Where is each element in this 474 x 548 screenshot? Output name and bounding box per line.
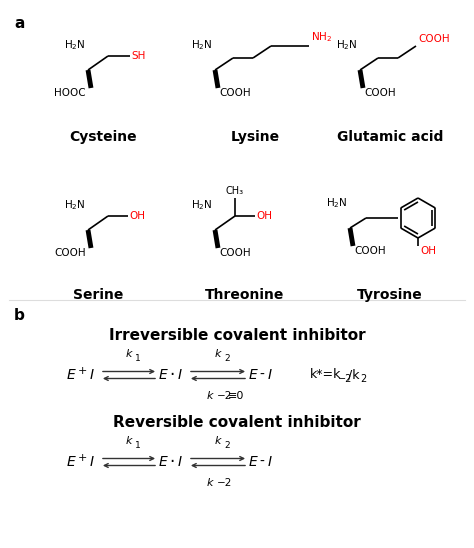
Text: +: + xyxy=(77,366,87,376)
Text: $\mathregular{H_2N}$: $\mathregular{H_2N}$ xyxy=(64,38,86,52)
Text: COOH: COOH xyxy=(354,246,386,256)
Text: CH₃: CH₃ xyxy=(226,186,244,196)
Text: -: - xyxy=(260,368,264,382)
Text: −2: −2 xyxy=(217,478,232,488)
Text: ·: · xyxy=(169,453,174,471)
Text: k*=k: k*=k xyxy=(310,368,341,381)
Text: k: k xyxy=(126,349,132,359)
Text: $\mathregular{H_2N}$: $\mathregular{H_2N}$ xyxy=(191,38,213,52)
Text: I: I xyxy=(268,455,272,469)
Text: Tyrosine: Tyrosine xyxy=(357,288,423,302)
Text: E: E xyxy=(66,455,75,469)
Text: a: a xyxy=(14,16,24,31)
Text: ·: · xyxy=(169,366,174,384)
Text: -: - xyxy=(260,455,264,469)
Text: I: I xyxy=(268,368,272,382)
Text: COOH: COOH xyxy=(418,34,450,44)
Text: I: I xyxy=(90,368,94,382)
Text: I: I xyxy=(90,455,94,469)
Text: I: I xyxy=(178,455,182,469)
Text: 2: 2 xyxy=(224,441,229,450)
Text: 1: 1 xyxy=(135,441,141,450)
Text: Reversible covalent inhibitor: Reversible covalent inhibitor xyxy=(113,415,361,430)
Text: $\mathregular{H_2N}$: $\mathregular{H_2N}$ xyxy=(64,198,86,212)
Text: 2: 2 xyxy=(224,354,229,363)
Text: OH: OH xyxy=(420,246,436,256)
Text: Cysteine: Cysteine xyxy=(69,130,137,144)
Text: COOH: COOH xyxy=(219,248,251,258)
Text: E: E xyxy=(158,368,167,382)
Text: k: k xyxy=(207,478,213,488)
Text: ≡0: ≡0 xyxy=(228,391,245,401)
Text: OH: OH xyxy=(129,211,145,221)
Text: 2: 2 xyxy=(360,374,366,384)
Text: Threonine: Threonine xyxy=(205,288,285,302)
Text: −2: −2 xyxy=(338,374,352,384)
Text: E: E xyxy=(66,368,75,382)
Text: k: k xyxy=(215,436,221,446)
Text: Glutamic acid: Glutamic acid xyxy=(337,130,443,144)
Text: $\mathregular{H_2N}$: $\mathregular{H_2N}$ xyxy=(327,196,348,210)
Text: Serine: Serine xyxy=(73,288,123,302)
Text: Irreversible covalent inhibitor: Irreversible covalent inhibitor xyxy=(109,328,365,343)
Text: k: k xyxy=(207,391,213,401)
Text: 1: 1 xyxy=(135,354,141,363)
Text: $\mathregular{H_2N}$: $\mathregular{H_2N}$ xyxy=(337,38,358,52)
Text: E: E xyxy=(248,455,257,469)
Text: b: b xyxy=(14,308,25,323)
Text: /k: /k xyxy=(348,368,359,381)
Text: SH: SH xyxy=(131,51,146,61)
Text: COOH: COOH xyxy=(364,88,396,98)
Text: COOH: COOH xyxy=(55,248,86,258)
Text: COOH: COOH xyxy=(219,88,251,98)
Text: OH: OH xyxy=(256,211,272,221)
Text: E: E xyxy=(158,455,167,469)
Text: $\mathregular{NH_2}$: $\mathregular{NH_2}$ xyxy=(311,30,333,44)
Text: $\mathregular{H_2N}$: $\mathregular{H_2N}$ xyxy=(191,198,213,212)
Text: HOOC: HOOC xyxy=(55,88,86,98)
Text: k: k xyxy=(215,349,221,359)
Text: +: + xyxy=(77,453,87,463)
Text: I: I xyxy=(178,368,182,382)
Text: E: E xyxy=(248,368,257,382)
Text: −2: −2 xyxy=(217,391,232,401)
Text: Lysine: Lysine xyxy=(230,130,280,144)
Text: k: k xyxy=(126,436,132,446)
